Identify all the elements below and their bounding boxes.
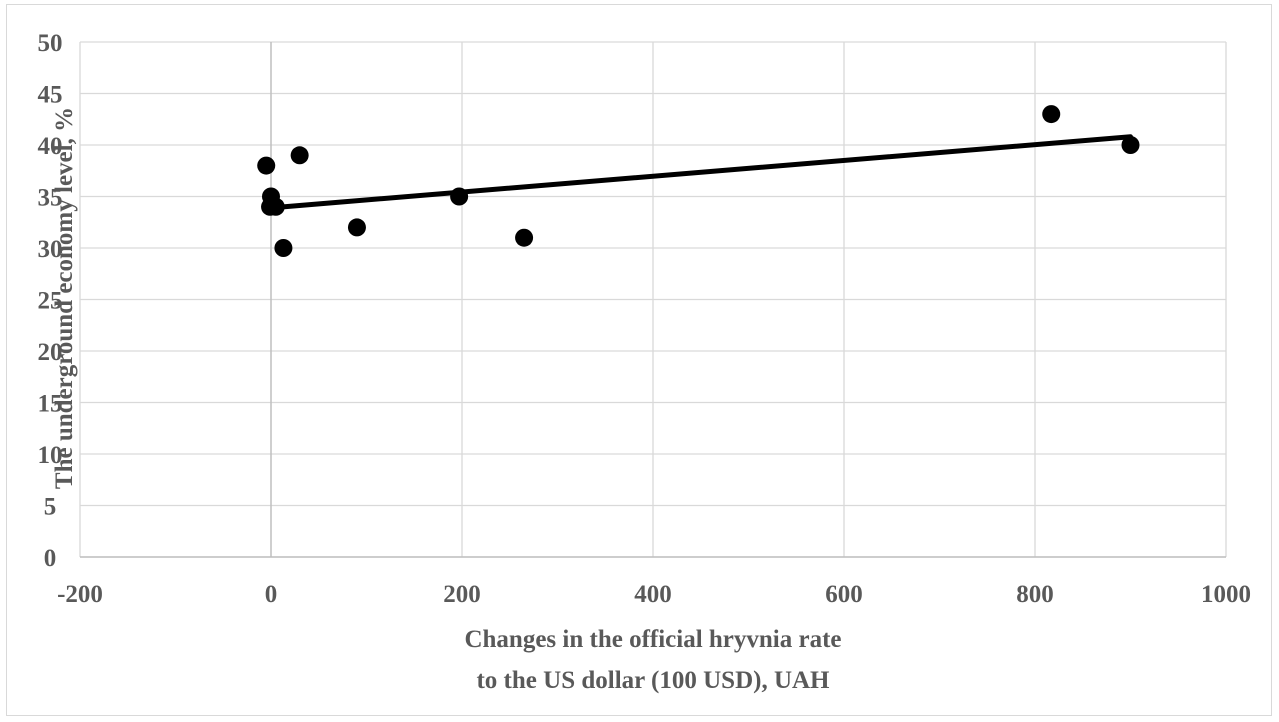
- data-point: [1042, 105, 1061, 124]
- x-tick-label: 400: [634, 581, 672, 608]
- data-points: [257, 105, 1140, 257]
- y-tick-label: 40: [38, 133, 63, 160]
- trendline: [268, 134, 1133, 211]
- y-tick-label: 35: [38, 185, 63, 212]
- x-tick-label: 800: [1016, 581, 1054, 608]
- y-tick-label: 25: [38, 288, 63, 315]
- trendline-layer: [268, 134, 1133, 211]
- y-axis-ticks: 0 5 10 15 20 25 30 35 40 45 50: [38, 30, 63, 572]
- data-point: [515, 228, 534, 247]
- data-point: [347, 218, 366, 237]
- grid-lines: [79, 41, 1227, 558]
- data-point: [274, 239, 293, 257]
- x-tick-label: 200: [443, 581, 481, 608]
- y-tick-label: 10: [38, 442, 63, 469]
- x-tick-label: 600: [825, 581, 863, 608]
- x-axis-title-line-1: Changes in the official hryvnia rate: [464, 626, 841, 653]
- y-tick-label: 0: [44, 545, 57, 572]
- y-tick-label: 30: [38, 236, 63, 263]
- x-tick-label: 0: [265, 581, 278, 608]
- y-axis-title: The underground economy level, %: [51, 107, 78, 489]
- x-axis-ticks: -200 0 200 400 600 800 1000: [57, 581, 1251, 608]
- data-point: [290, 146, 309, 165]
- x-tick-label: -200: [57, 581, 103, 608]
- data-point: [257, 156, 276, 175]
- data-point: [450, 187, 469, 206]
- y-tick-label: 45: [38, 82, 63, 109]
- y-tick-label: 20: [38, 339, 63, 366]
- y-tick-label: 15: [38, 391, 63, 418]
- y-tick-label: 5: [44, 494, 57, 521]
- x-axis-title-line-2: to the US dollar (100 USD), UAH: [476, 667, 830, 694]
- x-tick-label: 1000: [1201, 581, 1251, 608]
- chart-area: [6, 4, 1272, 716]
- y-tick-label: 50: [38, 30, 63, 57]
- data-point: [1121, 136, 1140, 154]
- data-point: [266, 197, 285, 216]
